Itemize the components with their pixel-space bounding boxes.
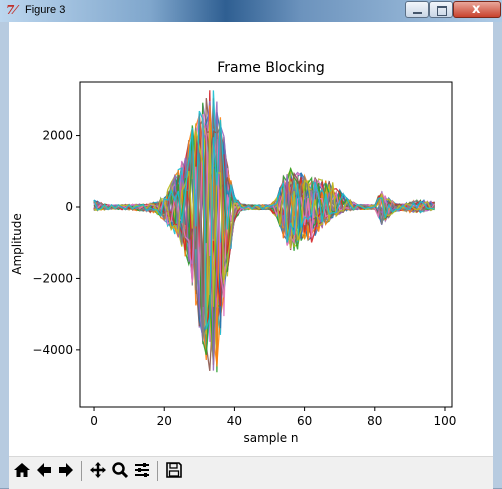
chart-title: Frame Blocking <box>217 60 325 76</box>
maximize-icon <box>437 6 447 16</box>
move-icon <box>90 462 106 478</box>
series-line <box>93 121 435 335</box>
forward-button[interactable] <box>55 459 77 481</box>
series-line <box>93 125 436 360</box>
close-icon: x <box>472 2 481 17</box>
floppy-disk-icon <box>166 462 182 478</box>
series-line <box>93 118 435 342</box>
back-button[interactable] <box>33 459 55 481</box>
arrow-right-icon <box>59 463 73 477</box>
toolbar-separator <box>81 461 82 481</box>
zoom-button[interactable] <box>109 459 131 481</box>
window-border-left <box>0 22 9 488</box>
series-line <box>94 90 436 355</box>
series-line <box>93 123 435 366</box>
minimize-icon <box>413 12 422 14</box>
plot-svg: Frame Blocking 0 20 40 60 80 100 2000 0 −2000 −4… <box>10 60 456 445</box>
x-tick-label: 80 <box>367 414 382 428</box>
series-line <box>93 136 435 329</box>
series-line <box>93 126 435 342</box>
y-axis-ticks: 2000 0 −2000 −4000 <box>32 129 80 357</box>
series-line <box>93 141 436 337</box>
y-tick-label: 0 <box>65 200 73 214</box>
x-axis-ticks: 0 20 40 60 80 100 <box>90 407 456 428</box>
save-button[interactable] <box>163 459 185 481</box>
series-line <box>93 110 435 330</box>
figure-canvas[interactable]: Frame Blocking 0 20 40 60 80 100 2000 0 −2000 −4… <box>9 22 493 456</box>
series-line <box>93 127 436 353</box>
series-line <box>93 103 436 359</box>
x-tick-label: 0 <box>90 414 98 428</box>
y-tick-label: 2000 <box>42 129 73 143</box>
x-tick-label: 20 <box>157 414 172 428</box>
x-axis-label: sample n <box>243 431 298 445</box>
series-line <box>93 125 436 371</box>
plot-area-frame <box>79 81 453 408</box>
title-bar[interactable]: 7⁄ Figure 3 x <box>0 0 502 22</box>
zoom-icon <box>112 462 129 479</box>
configure-subplots-button[interactable] <box>131 459 153 481</box>
window-title: Figure 3 <box>25 4 66 16</box>
y-tick-label: −2000 <box>32 271 73 285</box>
maximize-button[interactable] <box>429 1 453 18</box>
series-line <box>93 149 436 307</box>
matplotlib-app-icon: 7⁄ <box>6 3 17 17</box>
series-line <box>93 128 435 335</box>
window-border-right <box>493 22 502 488</box>
minimize-button[interactable] <box>405 1 429 18</box>
series-line <box>93 102 435 373</box>
series-line <box>93 113 436 362</box>
sliders-icon <box>135 463 149 477</box>
navigation-toolbar <box>9 456 493 489</box>
series-line <box>93 117 435 356</box>
series-line <box>93 115 436 365</box>
x-tick-label: 100 <box>434 414 457 428</box>
x-tick-label: 60 <box>297 414 312 428</box>
series-line <box>93 125 435 364</box>
close-button[interactable]: x <box>453 1 501 18</box>
series-line <box>93 105 436 367</box>
series-lines <box>93 90 436 373</box>
series-line <box>93 128 435 351</box>
series-line <box>93 131 436 327</box>
pan-button[interactable] <box>87 459 109 481</box>
toolbar-separator <box>157 461 158 481</box>
x-tick-label: 40 <box>227 414 242 428</box>
home-icon <box>14 463 30 477</box>
series-line <box>93 131 436 331</box>
series-line <box>93 113 435 329</box>
y-axis-label: Amplitude <box>10 213 24 275</box>
arrow-left-icon <box>37 463 51 477</box>
y-tick-label: −4000 <box>32 343 73 357</box>
home-button[interactable] <box>11 459 33 481</box>
